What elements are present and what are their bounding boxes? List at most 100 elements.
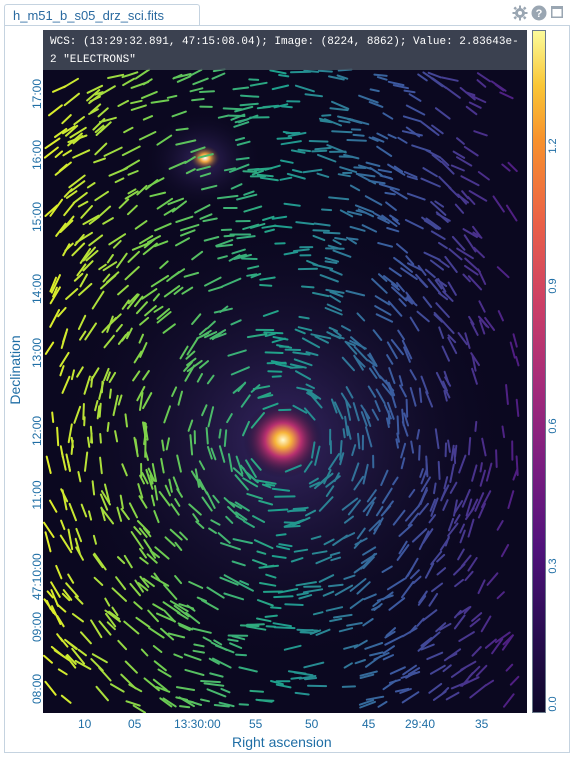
polarization-vector: [256, 599, 274, 607]
polarization-vector: [58, 163, 68, 172]
polarization-vector: [156, 308, 171, 320]
polarization-vector: [351, 462, 360, 482]
polarization-vector: [172, 476, 180, 492]
polarization-vector: [292, 248, 310, 253]
polarization-vector: [459, 676, 480, 687]
polarization-vector: [276, 137, 293, 140]
polarization-vector: [362, 463, 369, 485]
image-tab[interactable]: h_m51_b_s05_drz_sci.fits: [4, 4, 200, 26]
polarization-vector: [238, 703, 249, 706]
polarization-vector: [365, 695, 385, 701]
polarization-vector: [468, 665, 481, 678]
polarization-vector: [505, 663, 514, 672]
polarization-vector: [444, 255, 458, 273]
polarization-vector: [465, 507, 475, 521]
polarization-vector: [409, 387, 417, 407]
polarization-vector: [343, 515, 354, 524]
polarization-vector: [259, 176, 279, 182]
polarization-vector: [228, 163, 250, 173]
polarization-vector: [465, 498, 473, 517]
help-icon[interactable]: ?: [531, 5, 547, 21]
polarization-vector: [292, 351, 311, 356]
polarization-vector: [192, 473, 204, 490]
polarization-vector: [314, 146, 332, 151]
polarization-vector: [186, 359, 203, 373]
polarization-vector: [153, 572, 161, 582]
polarization-vector: [387, 300, 403, 317]
polarization-vector: [139, 556, 149, 565]
y-tick-label: 12:00: [30, 415, 44, 447]
polarization-vector: [146, 553, 158, 564]
polarization-vector: [65, 582, 79, 598]
polarization-vector: [329, 107, 349, 112]
polarization-vector: [56, 426, 60, 447]
polarization-vector: [392, 217, 401, 225]
polarization-vector: [158, 490, 171, 507]
polarization-vector: [103, 367, 110, 382]
polarization-vector: [189, 87, 204, 93]
polarization-vector: [136, 520, 151, 534]
polarization-vector: [420, 476, 431, 493]
x-tick-label: 55: [249, 717, 263, 731]
polarization-vector: [472, 231, 483, 239]
polarization-vector: [428, 514, 437, 524]
polarization-vector: [134, 220, 148, 230]
polarization-vector: [117, 639, 128, 651]
polarization-vector: [397, 136, 408, 144]
polarization-vector: [385, 627, 396, 637]
polarization-vector: [111, 606, 119, 617]
polarization-vector: [474, 420, 478, 432]
polarization-vector: [57, 306, 67, 318]
polarization-vector: [376, 132, 389, 140]
polarization-vector: [456, 193, 469, 204]
polarization-vector: [117, 284, 129, 296]
polarization-vector: [59, 365, 65, 377]
polarization-vector: [341, 497, 359, 511]
polarization-vector: [232, 86, 250, 91]
polarization-vector: [408, 93, 422, 102]
polarization-vector: [497, 310, 504, 322]
polarization-vector: [160, 627, 175, 641]
polarization-vector: [130, 104, 147, 111]
polarization-vector: [170, 503, 180, 516]
polarization-vector: [344, 415, 349, 437]
polarization-vector: [110, 683, 125, 693]
polarization-vector: [49, 276, 57, 293]
polarization-vector: [86, 182, 96, 189]
polarization-vector: [329, 617, 343, 623]
polarization-vector: [149, 474, 154, 485]
polarization-vector: [56, 633, 64, 642]
polarization-vector: [162, 323, 176, 334]
polarization-vector: [334, 584, 354, 596]
polarization-vector: [298, 594, 313, 600]
polarization-vector: [83, 375, 91, 395]
polarization-vector: [360, 553, 376, 570]
polarization-vector: [341, 325, 352, 332]
polarization-vector: [327, 583, 344, 588]
polarization-vector: [238, 666, 258, 673]
image-display[interactable]: [43, 30, 527, 713]
polarization-vector: [386, 578, 406, 591]
polarization-vector: [173, 286, 184, 295]
polarization-vector: [456, 156, 473, 167]
polarization-vector: [84, 451, 89, 472]
polarization-vector: [99, 456, 103, 475]
polarization-vector: [419, 468, 424, 478]
polarization-vector: [390, 339, 404, 356]
gear-icon[interactable]: [512, 5, 528, 21]
polarization-vector: [90, 619, 103, 639]
polarization-vector: [393, 256, 403, 265]
polarization-vector: [178, 624, 191, 632]
polarization-vector: [332, 249, 352, 258]
polarization-vector: [289, 509, 307, 512]
polarization-vector: [431, 582, 444, 593]
polarization-vector: [207, 406, 215, 428]
polarization-vector: [283, 525, 301, 528]
polarization-vector: [454, 203, 465, 214]
polarization-vector: [52, 286, 58, 298]
polarization-vector: [473, 246, 485, 259]
polarization-vector: [208, 527, 217, 534]
maximize-icon[interactable]: [551, 6, 563, 18]
polarization-vector: [343, 644, 359, 650]
polarization-vector: [407, 512, 420, 527]
